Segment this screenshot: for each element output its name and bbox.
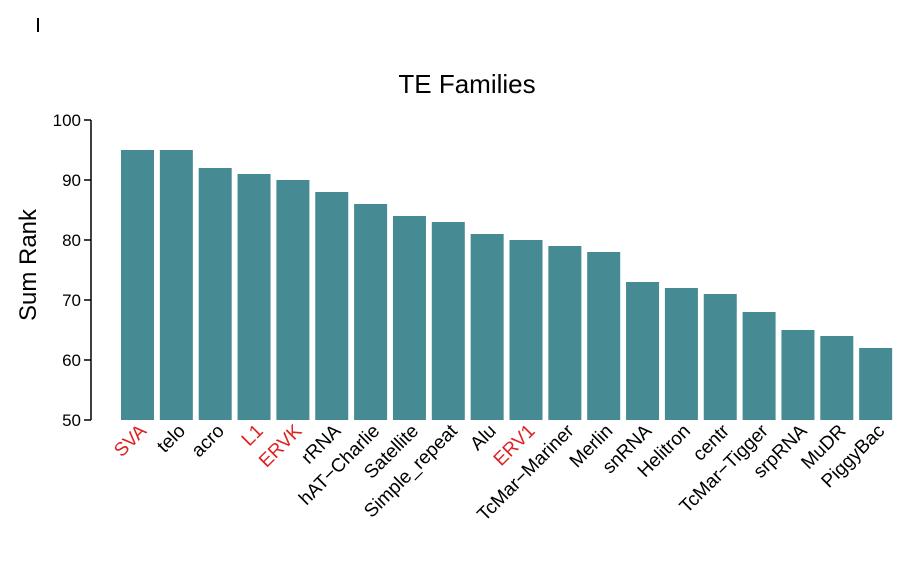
bar-satellite (392, 216, 426, 420)
bar-mudr (820, 336, 854, 420)
y-tick-label: 50 (62, 411, 81, 430)
bar-helitron (664, 288, 698, 420)
x-category-label: SVA (110, 420, 151, 461)
bars (121, 150, 893, 420)
chart-title: TE Families (398, 69, 535, 99)
bar-l1 (237, 174, 271, 420)
y-tick-label: 90 (62, 171, 81, 190)
x-category-label: ERVK (255, 420, 306, 471)
x-category-label: telo (153, 421, 190, 458)
y-tick-label: 100 (53, 111, 81, 130)
x-category-label: L1 (238, 421, 268, 451)
bar-snrna (626, 282, 660, 420)
bar-hat-charlie (354, 204, 388, 420)
bar-simple-repeat (431, 222, 465, 420)
y-axis-label: Sum Rank (15, 208, 42, 321)
bar-tcmar-tigger (742, 312, 776, 420)
bar-erv1 (509, 240, 543, 420)
bar-telo (159, 150, 193, 420)
y-tick-label: 80 (62, 231, 81, 250)
bar-centr (703, 294, 737, 420)
y-axis-ticks: 50 60 70 80 90 100 (53, 111, 91, 430)
y-tick-label: 60 (62, 351, 81, 370)
x-category-label: acro (188, 421, 229, 462)
bar-acro (198, 168, 232, 420)
bar-alu (470, 234, 504, 420)
bar-rrna (315, 192, 349, 420)
stray-tick-mark (37, 18, 39, 32)
bar-sva (121, 150, 154, 420)
bar-srprna (781, 330, 815, 420)
y-tick-label: 70 (62, 291, 81, 310)
bar-tcmar-mariner (548, 246, 582, 420)
bar-piggybac (859, 348, 893, 420)
bar-ervk (276, 180, 310, 420)
bar-merlin (587, 252, 621, 420)
